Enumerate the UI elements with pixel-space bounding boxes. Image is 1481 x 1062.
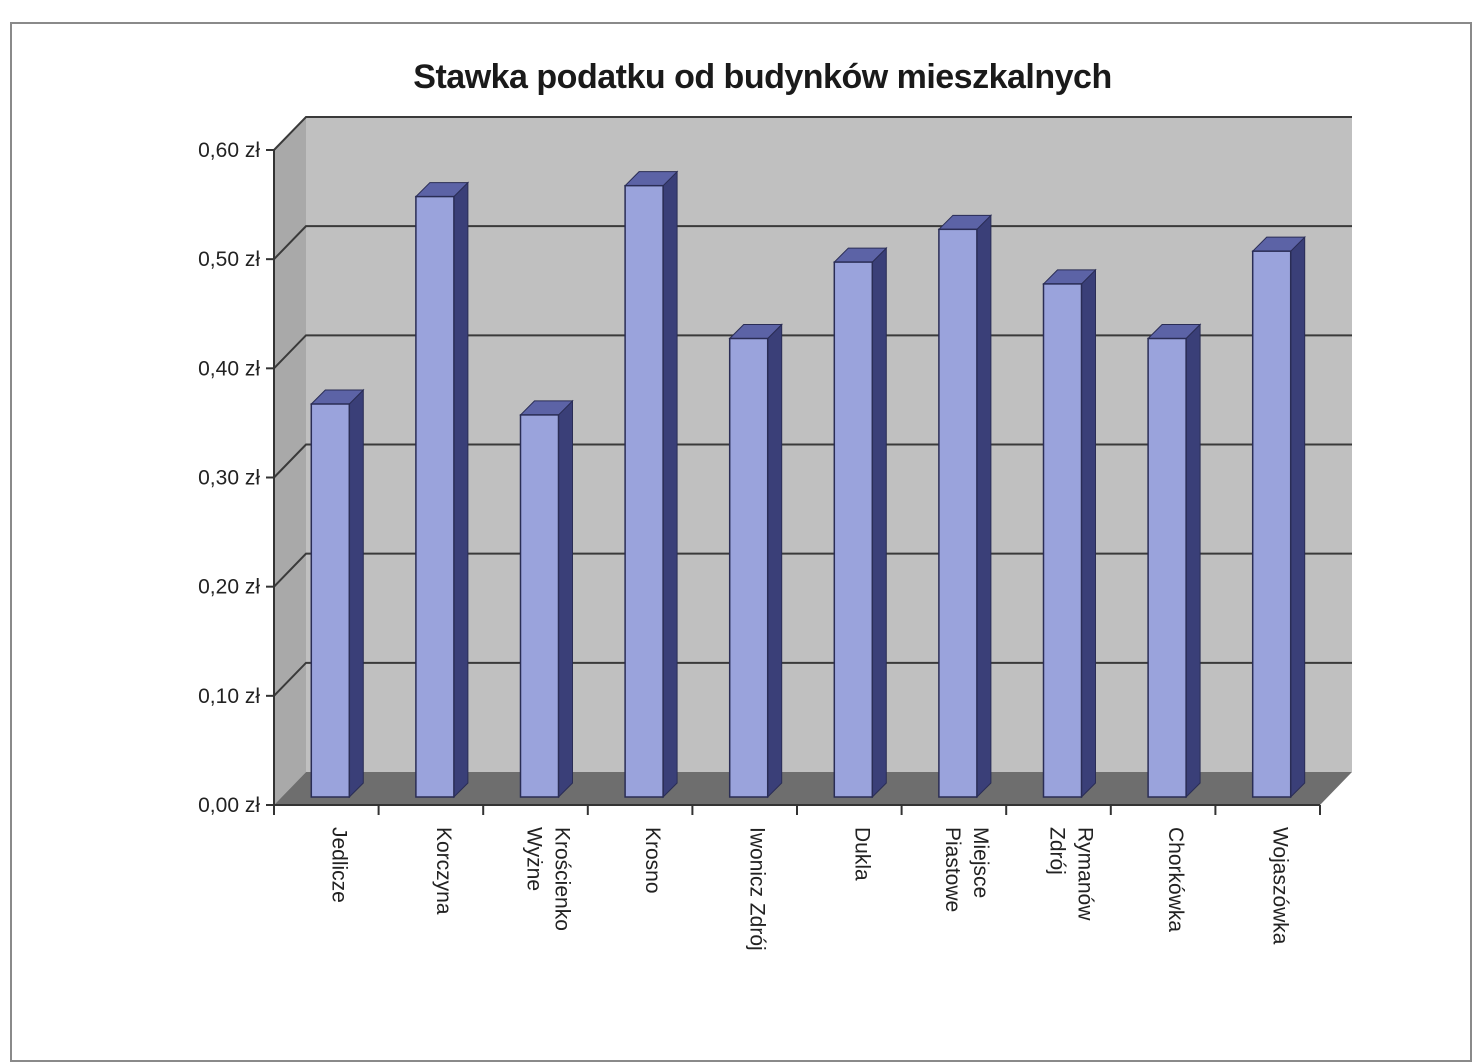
gridline [273,116,1352,151]
x-category-label: Piastowe [941,827,964,912]
bar-front [624,184,664,798]
bar-side [1081,268,1096,799]
bar [937,214,993,799]
x-category-label: Dukla [850,827,873,881]
bar-side [558,399,573,799]
gridline [273,225,1352,260]
x-category-label: Krosno [641,827,664,894]
bar-side [1185,323,1201,799]
gridline [273,552,1352,588]
bar-chart: 0,00 zł 0,10 zł 0,20 zł 0,30 zł 0,40 zł 0,50 … [198,116,1352,951]
bar-front [1147,337,1187,798]
x-category-label: Zdrój [1046,827,1069,875]
y-tick-label: 0,20 zł [198,576,260,599]
bar [1042,268,1097,799]
bar-side [453,181,469,799]
bar-front [938,228,978,798]
bar [519,399,574,799]
y-tick-label: 0,00 zł [198,794,260,817]
bar-front [1042,283,1083,798]
bar-side [871,246,887,799]
bar-front [1251,250,1292,798]
bar [310,388,365,799]
bar-front [728,337,769,798]
x-category-label: Chorkówka [1164,827,1187,932]
y-tick-label: 0,40 zł [198,357,260,380]
y-tick-label: 0,10 zł [198,685,260,708]
bar-side [662,170,678,799]
chart-title: Stawka podatku od budynków mieszkalnych [413,58,1112,96]
bar-front [519,414,560,798]
gridline [273,443,1352,479]
x-category-label: Korczyna [432,827,455,915]
bar-side [348,388,364,799]
bar [728,323,783,799]
bar [414,181,470,799]
bar [623,170,679,799]
y-tick-label: 0,50 zł [198,248,260,271]
x-category-label: Krościenko [551,827,574,931]
x-category-label: Miejsce [969,827,992,898]
y-tick-label: 0,30 zł [198,467,260,490]
y-tick-label: 0,60 zł [198,139,260,162]
bar-front [310,403,351,798]
gridline [273,334,1352,370]
bar-front [415,195,455,798]
bar-side [1290,235,1306,799]
x-category-label: Iwonicz Zdrój [746,827,769,951]
bar-side [976,214,992,799]
bar-front [833,261,874,798]
gridline [273,661,1352,697]
x-category-label: Wyżne [523,827,546,891]
bar [833,246,888,799]
bar-side [767,323,783,799]
x-category-label: Jedlicze [327,827,350,903]
bar [1146,323,1202,799]
x-category-label: Rymanów [1074,827,1097,921]
bar [1251,235,1306,799]
x-category-label: Wojaszówka [1269,827,1292,945]
